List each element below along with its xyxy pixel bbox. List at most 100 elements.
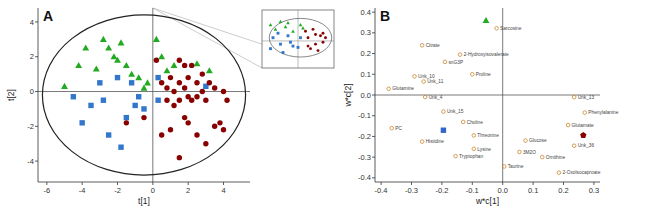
- triangle-point: [158, 53, 165, 59]
- square-point: [441, 128, 446, 133]
- panel-label: A: [43, 8, 53, 24]
- metabolite-label: Histidine: [426, 139, 445, 144]
- confidence-ellipse: [42, 15, 245, 175]
- x-tick: [223, 182, 224, 185]
- y-tick: [35, 21, 38, 22]
- square-point: [287, 34, 290, 37]
- circle-point: [189, 63, 194, 68]
- circle-point: [177, 98, 182, 103]
- triangle-point: [123, 62, 130, 68]
- zero-line: [152, 8, 153, 182]
- x-tick: [188, 182, 189, 185]
- triangle-point: [299, 23, 303, 26]
- open-circle-point: [413, 75, 417, 79]
- circle-point: [141, 115, 146, 120]
- y-tick-label: 0.2: [361, 49, 371, 58]
- y-tick-label: 2: [30, 52, 34, 61]
- square-point: [97, 80, 102, 85]
- circle-point: [212, 124, 217, 129]
- y-tick-label: -0.4: [358, 173, 371, 182]
- series: [269, 32, 302, 54]
- inset-connector: [153, 8, 334, 68]
- open-circle-point: [572, 95, 576, 99]
- x-tick: [472, 182, 473, 185]
- x-tick: [117, 182, 118, 185]
- square-point: [118, 145, 123, 150]
- series: [269, 20, 305, 33]
- x-tick-label: -4: [79, 186, 86, 195]
- circle-point: [185, 120, 190, 125]
- square-point: [272, 36, 275, 39]
- triangle-point: [164, 67, 171, 73]
- y-tick: [35, 126, 38, 127]
- metabolite-label: Tryptophan: [459, 154, 483, 159]
- open-circle-point: [557, 171, 561, 175]
- square-point: [141, 106, 146, 111]
- metabolite-label: Glucose: [529, 138, 547, 143]
- circle-point: [203, 98, 208, 103]
- triangle-point: [291, 29, 295, 32]
- y-tick: [35, 161, 38, 162]
- circle-point: [304, 30, 307, 33]
- x-tick-label: -0.1: [466, 186, 479, 195]
- open-circle-point: [540, 155, 544, 159]
- metabolite-label: Unk_15: [447, 109, 464, 114]
- triangle-point: [269, 23, 273, 26]
- y-tick-label: -4: [27, 157, 34, 166]
- metabolite-label: 2-Oxolsocaproate: [562, 170, 600, 175]
- x-tick: [502, 182, 503, 185]
- triangle-point: [100, 36, 107, 42]
- circle-point: [194, 80, 199, 85]
- metabolite-label: snG3P: [448, 60, 463, 65]
- y-tick-label: 0.0: [361, 91, 371, 100]
- circle-point: [182, 63, 187, 68]
- circle-point: [177, 155, 182, 160]
- open-circle-point: [583, 111, 587, 115]
- open-circle-point: [422, 80, 426, 84]
- y-tick-label: 0: [30, 87, 34, 96]
- open-circle-point: [472, 147, 476, 151]
- plot-area: [262, 10, 334, 68]
- x-tick-label: -2: [114, 186, 121, 195]
- y-tick-label: -0.2: [358, 132, 371, 141]
- x-tick-label: -0.3: [405, 186, 418, 195]
- circle-point: [224, 98, 229, 103]
- y-tick-label: 4: [30, 18, 34, 27]
- triangle-point: [105, 45, 112, 51]
- square-point: [101, 98, 106, 103]
- square-point: [297, 46, 300, 49]
- y-tick: [372, 53, 375, 54]
- open-circle-point: [495, 27, 499, 31]
- x-tick: [46, 182, 47, 185]
- square-point: [282, 51, 285, 54]
- triangle-point: [286, 21, 290, 24]
- circle-point: [185, 75, 190, 80]
- square-point: [299, 36, 302, 39]
- circle-point: [221, 89, 226, 94]
- square-point: [124, 115, 129, 120]
- circle-point: [177, 80, 182, 85]
- x-tick: [533, 182, 534, 185]
- x-tick: [381, 182, 382, 185]
- circle-point: [194, 94, 199, 99]
- y-axis-label: t[2]: [6, 89, 16, 101]
- y-tick: [372, 95, 375, 96]
- circle-point: [207, 80, 212, 85]
- panel: [262, 10, 334, 68]
- x-tick: [563, 182, 564, 185]
- x-tick-label: 0.0: [497, 186, 507, 195]
- circle-point: [319, 34, 322, 37]
- metabolite-label: Unk_36: [578, 143, 595, 148]
- y-tick-label: 0.1: [361, 70, 371, 79]
- triangle-point: [206, 67, 213, 73]
- triangle-point: [171, 62, 178, 68]
- metabolite-label: Threonine: [477, 133, 499, 138]
- circle-point: [307, 36, 310, 39]
- circle-point: [307, 45, 310, 48]
- circle-point: [221, 127, 226, 132]
- circle-point: [200, 89, 205, 94]
- square-point: [115, 75, 120, 80]
- triangle-point: [114, 57, 121, 63]
- y-tick: [372, 32, 375, 33]
- circle-point: [309, 47, 312, 50]
